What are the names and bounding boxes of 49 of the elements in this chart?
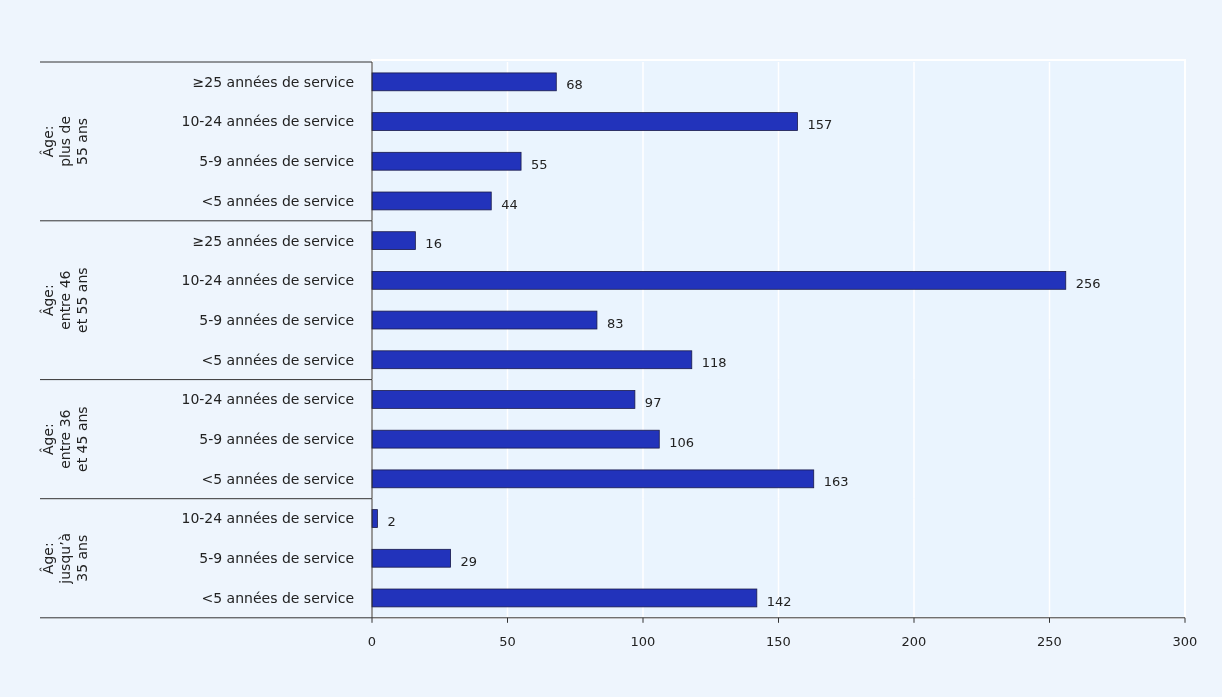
y-tick-label: 5-9 années de service: [199, 311, 354, 328]
y-tick-label: <5 années de service: [201, 470, 354, 487]
data-label: 106: [669, 434, 695, 450]
bar: [371, 191, 492, 211]
data-label: 163: [823, 474, 849, 490]
data-label: 256: [1075, 275, 1101, 291]
y-axis-title: Âge: plus de 55 ans: [39, 115, 90, 167]
x-tick-label: 200: [901, 633, 927, 649]
bar: [371, 271, 1067, 290]
y-tick-label: 10-24 années de service: [181, 510, 354, 527]
x-tick-label: 250: [1037, 633, 1062, 649]
y-tick-label: 10-24 années de service: [181, 272, 354, 289]
bar: [371, 548, 451, 568]
bar: [371, 151, 522, 171]
y-tick-label: <5 années de service: [201, 351, 354, 368]
data-label: 29: [460, 553, 478, 569]
y-axis-title: Âge: jusqu’à 35 ans: [39, 532, 90, 585]
bar: [371, 112, 798, 131]
y-tick-label: 5-9 années de service: [199, 153, 354, 170]
data-label: 97: [644, 395, 662, 410]
x-tick-label: 0: [367, 633, 377, 649]
data-label: 55: [531, 156, 548, 172]
y-axis-title: Âge: entre 36 et 45 ans: [39, 406, 90, 472]
x-tick-label: 150: [766, 633, 791, 649]
data-label: 142: [766, 593, 792, 609]
bar: [371, 231, 416, 250]
data-label: 157: [807, 117, 833, 133]
bar: [371, 310, 598, 330]
y-tick-label: <5 années de service: [201, 589, 354, 606]
bar: [371, 588, 758, 608]
bar: [371, 350, 693, 370]
x-tick-label: 50: [499, 633, 516, 649]
data-label: 2: [387, 514, 396, 530]
y-tick-label: 5-9 années de service: [199, 431, 354, 448]
y-tick-label: 5-9 années de service: [199, 550, 354, 567]
y-tick-label: ≥25 années de service: [192, 232, 354, 249]
y-tick-label: <5 années de service: [201, 192, 354, 209]
y-axis-title: Âge: entre 46 et 55 ans: [39, 267, 90, 333]
data-label: 16: [425, 236, 442, 252]
x-tick-label: 300: [1172, 633, 1198, 649]
data-label: 83: [606, 315, 624, 331]
data-label: 44: [501, 196, 518, 212]
data-label: 68: [566, 77, 583, 93]
y-tick-label: ≥25 années de service: [192, 73, 354, 90]
y-tick-label: 10-24 années de service: [181, 113, 354, 130]
x-tick-label: 100: [630, 633, 656, 649]
y-tick-label: 10-24 années de service: [181, 391, 354, 408]
data-label: 118: [701, 355, 727, 371]
bar: [371, 72, 557, 92]
